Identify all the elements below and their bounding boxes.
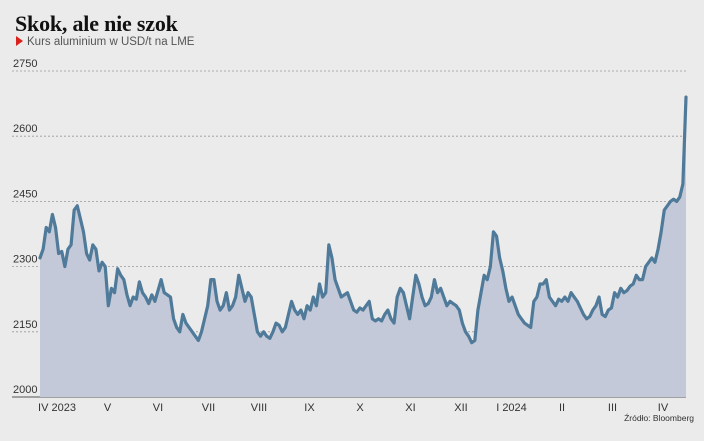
line-layer bbox=[38, 95, 688, 345]
chart-title: Skok, ale nie szok bbox=[15, 11, 178, 36]
chart-subtitle: Kurs aluminium w USD/t na LME bbox=[16, 36, 194, 48]
series-area bbox=[40, 97, 686, 397]
x-tick-label: VI bbox=[153, 402, 163, 414]
x-tick-label: IV 2023 bbox=[38, 402, 76, 414]
series-line bbox=[38, 95, 688, 345]
y-axis: 2000 2150 2300 2450 2600 2750 bbox=[13, 58, 37, 396]
triangle-marker-icon bbox=[16, 36, 23, 46]
x-tick-label: I 2024 bbox=[496, 402, 527, 414]
area-layer bbox=[40, 97, 686, 397]
x-tick-label: VII bbox=[202, 402, 215, 414]
y-tick-label: 2150 bbox=[13, 319, 37, 331]
x-tick-label: III bbox=[608, 402, 617, 414]
y-tick-label: 2000 bbox=[13, 384, 37, 396]
x-tick-label: IV bbox=[658, 402, 669, 414]
x-tick-label: VIII bbox=[251, 402, 268, 414]
chart-subtitle-text: Kurs aluminium w USD/t na LME bbox=[27, 36, 195, 48]
source-note: Źródło: Bloomberg bbox=[624, 413, 694, 423]
x-tick-label: V bbox=[104, 402, 112, 414]
x-tick-label: X bbox=[356, 402, 364, 414]
y-tick-label: 2450 bbox=[13, 188, 37, 200]
x-tick-label: XII bbox=[454, 402, 467, 414]
y-tick-label: 2600 bbox=[13, 123, 37, 135]
y-tick-label: 2300 bbox=[13, 254, 37, 266]
x-tick-label: IX bbox=[304, 402, 315, 414]
x-tick-label: XI bbox=[405, 402, 415, 414]
y-tick-label: 2750 bbox=[13, 58, 37, 70]
x-tick-label: II bbox=[559, 402, 565, 414]
x-axis: IV 2023 V VI VII VIII IX X XI XII I 2024 II III IV bbox=[38, 402, 669, 414]
